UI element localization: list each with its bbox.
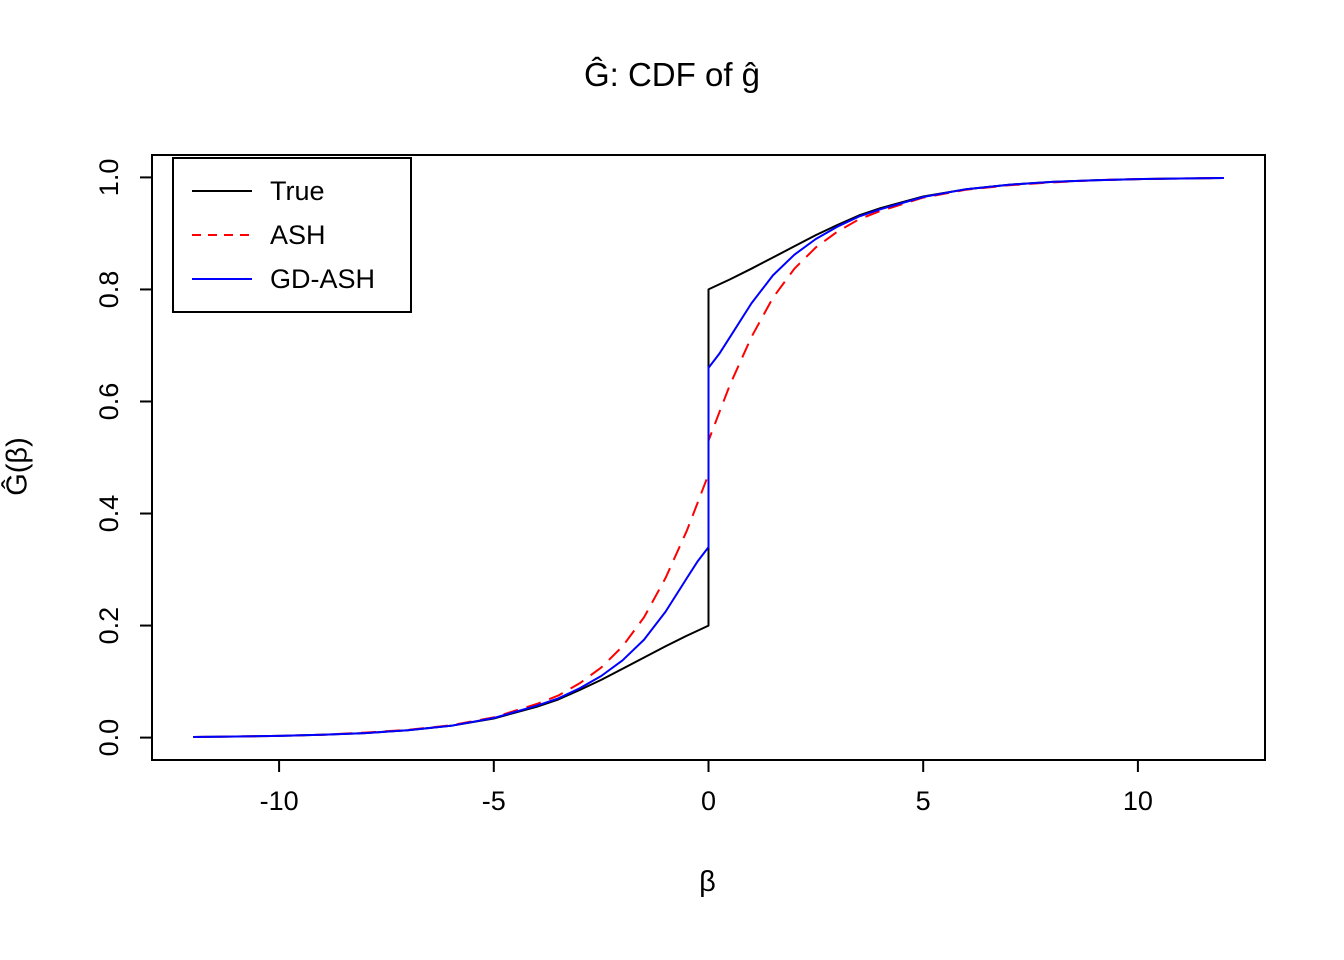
x-tick-label: 10 (1123, 786, 1153, 816)
legend-label: ASH (270, 219, 326, 250)
y-tick-label: 0.8 (94, 271, 124, 309)
y-tick-label: 0.6 (94, 383, 124, 421)
chart-title: Ĝ: CDF of ĝ (583, 56, 761, 93)
y-tick-label: 1.0 (94, 159, 124, 197)
legend-line-ash (192, 234, 252, 236)
y-tick-label: 0.2 (94, 607, 124, 645)
y-tick-label: 0.4 (94, 495, 124, 533)
x-tick-label: -10 (260, 786, 299, 816)
x-tick-label: 0 (701, 786, 716, 816)
legend: True ASH GD-ASH (172, 157, 412, 313)
legend-item-ash: ASH (174, 213, 410, 257)
legend-label: True (270, 175, 325, 206)
series-gd-ash (193, 177, 1224, 738)
legend-item-true: True (174, 169, 410, 213)
legend-label: GD-ASH (270, 263, 376, 294)
x-tick-label: 5 (916, 786, 931, 816)
x-tick-label: -5 (482, 786, 506, 816)
legend-line-gdash (192, 278, 252, 280)
y-axis-label: Ĝ(β) (1, 437, 34, 496)
legend-line-true (192, 190, 252, 192)
x-axis-label: β (699, 866, 716, 898)
y-tick-label: 0.0 (94, 719, 124, 757)
legend-item-gdash: GD-ASH (174, 257, 410, 301)
